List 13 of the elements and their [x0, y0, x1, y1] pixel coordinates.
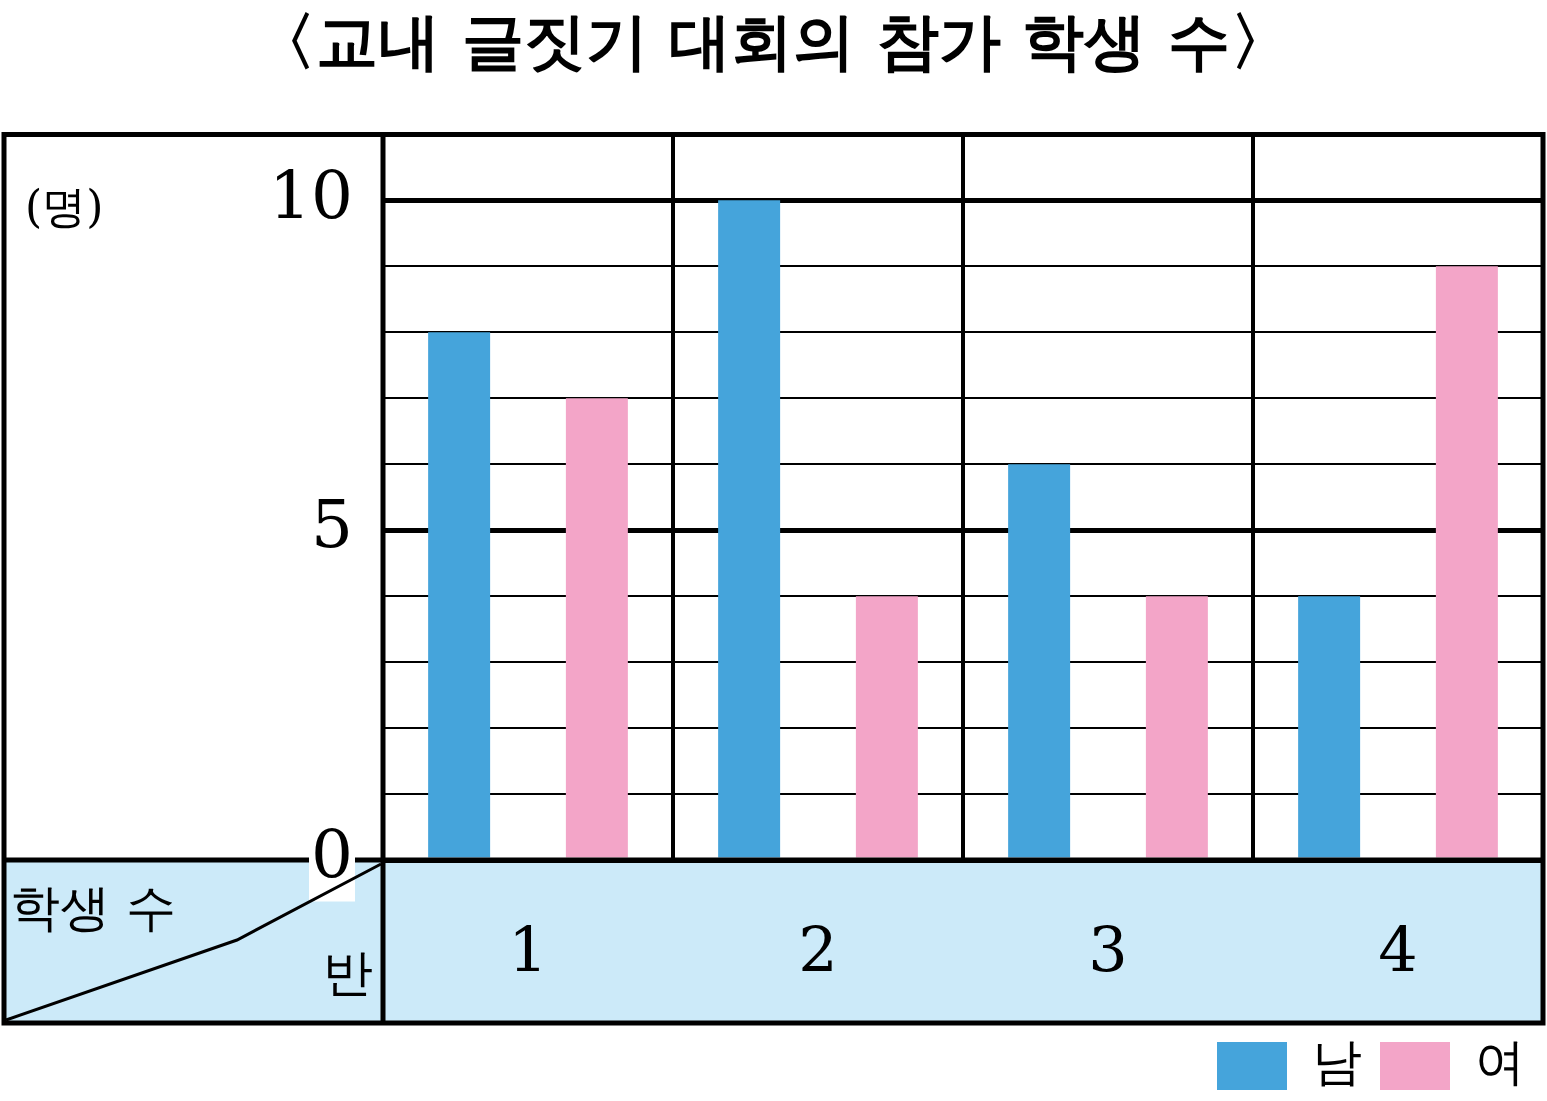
- chart-title: 〈교내 글짓기 대회의 참가 학생 수〉: [254, 5, 1292, 79]
- y-axis-title: 학생 수: [10, 879, 176, 937]
- y-tick-label: 0: [311, 816, 353, 894]
- x-tick-label: 4: [1378, 913, 1418, 987]
- legend-label: 여: [1475, 1032, 1525, 1091]
- y-tick-label: 5: [311, 486, 353, 564]
- x-tick-label: 1: [508, 913, 548, 987]
- x-axis-title: 반: [323, 944, 373, 1002]
- x-tick-label: 2: [798, 913, 838, 987]
- x-tick-label: 3: [1088, 913, 1128, 987]
- legend-label: 남: [1312, 1032, 1362, 1091]
- y-tick-label: 10: [269, 156, 353, 234]
- text: (명): [25, 181, 104, 232]
